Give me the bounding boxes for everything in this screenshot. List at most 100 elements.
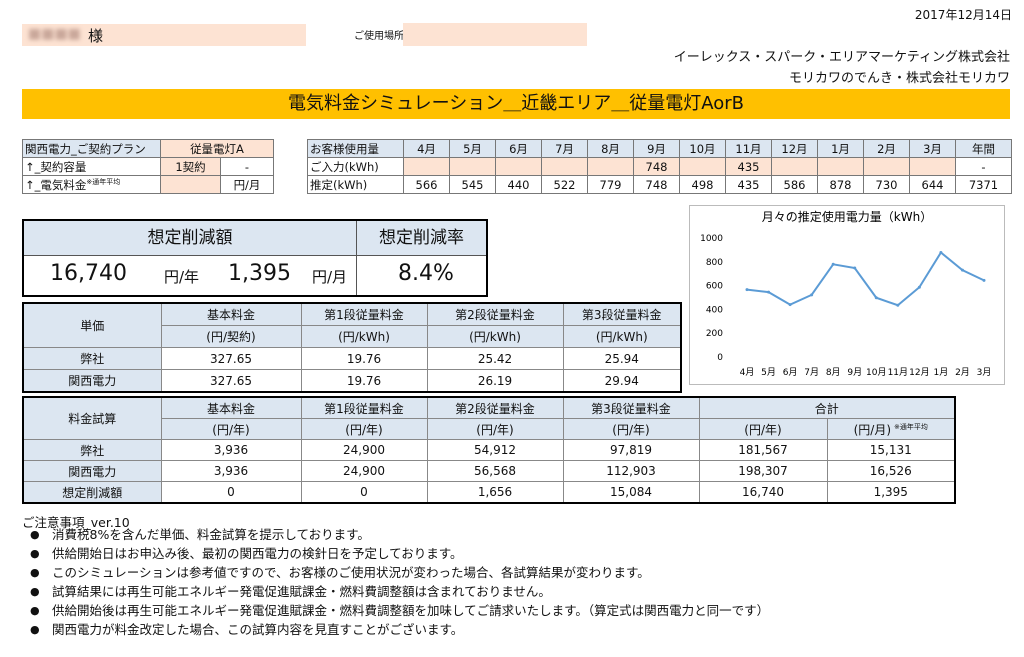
rates-row: 関西電力 327.65 19.76 26.19 29.94: [22, 369, 682, 393]
note-item: 消費税8%を含んだ単価、料金試算を提示しております。: [22, 525, 1002, 544]
usage-estimated-cell: 545: [449, 175, 496, 194]
company-name-2: モリカワのでんき・株式会社モリカワ: [788, 71, 1010, 86]
rates-cell: 25.42: [426, 347, 564, 370]
rates-col-unit: (円/kWh): [562, 325, 682, 348]
usage-input-cell[interactable]: [863, 157, 910, 176]
usage-input-cell[interactable]: [495, 157, 542, 176]
usage-input-cell[interactable]: 435: [725, 157, 772, 176]
chart-xtick-label: 11月: [888, 367, 908, 378]
usage-month-header: 5月: [449, 139, 496, 158]
usage-month-header: 11月: [725, 139, 772, 158]
rates-cell: 327.65: [160, 369, 302, 393]
plan-value: 従量電灯A: [160, 139, 274, 158]
customer-name: ■■■■: [28, 26, 81, 42]
usage-estimated-cell: 435: [725, 175, 772, 194]
usage-month-header: 9月: [633, 139, 680, 158]
rates-row: 弊社 327.65 19.76 25.42 25.94: [22, 347, 682, 370]
chart-point: [982, 278, 986, 282]
simulation-cell: 54,912: [426, 439, 564, 461]
rates-cell: 327.65: [160, 347, 302, 370]
usage-estimated-cell: 566: [403, 175, 450, 194]
simulation-total-header: 合計: [698, 396, 956, 419]
usage-estimated-cell: 748: [633, 175, 680, 194]
chart-point: [788, 303, 792, 307]
rates-col-name: 第1段従量料金: [300, 302, 428, 326]
usage-input-cell[interactable]: [771, 157, 818, 176]
chart-xtick-label: 8月: [826, 367, 841, 378]
simulation-cell: 1,395: [826, 481, 956, 504]
simulation-table: 料金試算 基本料金 第1段従量料金 第2段従量料金 第3段従量料金 合計 (円/年) (円…: [22, 396, 957, 504]
bill-label: ↑_電気料金※通年平均: [22, 175, 161, 194]
simulation-row-label: 弊社: [22, 439, 162, 461]
chart-point: [745, 288, 749, 292]
simulation-cell: 0: [300, 481, 428, 504]
rates-table: 単価 基本料金 第1段従量料金 第2段従量料金 第3段従量料金 (円/契約) (円/kW…: [22, 302, 682, 393]
simulation-row-label: 想定削減額: [22, 481, 162, 504]
savings-monthly: 1,395: [228, 261, 291, 286]
usage-month-header: 2月: [863, 139, 910, 158]
rates-col-name: 基本料金: [160, 302, 302, 326]
usage-month-header: 1月: [817, 139, 864, 158]
usage-estimated-cell: 730: [863, 175, 910, 194]
usage-input-cell[interactable]: [817, 157, 864, 176]
usage-chart-frame: 月々の推定使用電力量（kWh） 0 200 400 600 800 1000 4月 5月 6月…: [689, 205, 1005, 385]
chart-point: [939, 251, 943, 255]
usage-estimated-cell: 644: [909, 175, 956, 194]
savings-yearly: 16,740: [50, 261, 127, 286]
usage-estimated-cell: 7371: [955, 175, 1012, 194]
rates-cell: 25.94: [562, 347, 682, 370]
simulation-col-unit: (円/年): [562, 418, 700, 440]
usage-input-cell[interactable]: [909, 157, 956, 176]
simulation-cell: 112,903: [562, 460, 700, 482]
report-date: 2017年12月14日: [914, 8, 1012, 22]
simulation-cell: 16,526: [826, 460, 956, 482]
usage-estimated-label: 推定(kWh): [307, 175, 404, 194]
note-item: 供給開始日はお申込み後、最初の関西電力の検針日を予定しております。: [22, 544, 1002, 563]
rates-col-unit: (円/kWh): [300, 325, 428, 348]
simulation-cell: 3,936: [160, 439, 302, 461]
customer-name-box: ■■■■ 様: [22, 24, 306, 46]
savings-rate-header: 想定削減率: [357, 221, 486, 256]
location-label: ご使用場所: [354, 31, 404, 42]
chart-title: 月々の推定使用電力量（kWh）: [762, 209, 932, 224]
simulation-cell: 0: [160, 481, 302, 504]
usage-input-cell[interactable]: [541, 157, 588, 176]
simulation-cell: 24,900: [300, 460, 428, 482]
chart-xtick-label: 9月: [847, 367, 862, 378]
simulation-total-unit-month-text: (円/月): [853, 422, 892, 437]
usage-estimated-cell: 440: [495, 175, 542, 194]
plan-label: 関西電力_ご契約プラン: [22, 139, 161, 158]
usage-month-header: 年間: [955, 139, 1012, 158]
usage-input-cell[interactable]: 748: [633, 157, 680, 176]
usage-month-header: 10月: [679, 139, 726, 158]
usage-input-cell[interactable]: -: [955, 157, 1012, 176]
usage-estimated-cell: 586: [771, 175, 818, 194]
rates-col-unit: (円/kWh): [426, 325, 564, 348]
chart-point: [767, 290, 771, 294]
simulation-row: 想定削減額 0 0 1,656 15,084 16,740 1,395: [22, 481, 956, 504]
rates-cell: 26.19: [426, 369, 564, 393]
usage-input-cell[interactable]: [403, 157, 450, 176]
usage-month-header: 4月: [403, 139, 450, 158]
rates-row-label: 弊社: [22, 347, 162, 370]
note-item: このシミュレーションは参考値ですので、お客様のご使用状況が変わった場合、各試算結…: [22, 563, 1002, 582]
simulation-cell: 97,819: [562, 439, 700, 461]
usage-header-label: お客様使用量: [307, 139, 404, 158]
simulation-col-name: 基本料金: [160, 396, 302, 419]
usage-table: お客様使用量 4月 5月 6月 7月 8月 9月 10月 11月 12月 1月 2月 3月 年間 ご入力…: [307, 139, 1012, 194]
usage-input-cell[interactable]: [449, 157, 496, 176]
usage-month-header: 6月: [495, 139, 542, 158]
simulation-col-unit: (円/年): [300, 418, 428, 440]
chart-point: [831, 262, 835, 266]
chart-ytick-label: 1000: [700, 234, 723, 244]
simulation-cell: 15,084: [562, 481, 700, 504]
simulation-cell: 3,936: [160, 460, 302, 482]
usage-input-cell[interactable]: [679, 157, 726, 176]
simulation-col-unit: (円/年): [426, 418, 564, 440]
usage-estimated-cell: 498: [679, 175, 726, 194]
note-item: 供給開始後は再生可能エネルギー発電促進賦課金・燃料費調整額を加味してご請求いたし…: [22, 601, 1002, 620]
usage-month-header: 3月: [909, 139, 956, 158]
usage-input-cell[interactable]: [587, 157, 634, 176]
savings-amount-header: 想定削減額: [24, 221, 357, 256]
location-value-box: [403, 23, 587, 46]
